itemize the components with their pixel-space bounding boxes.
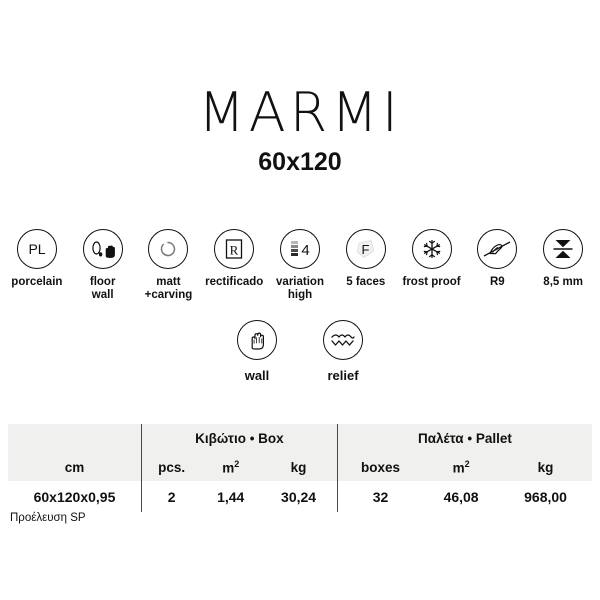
feature-label: matt +carving [144, 276, 193, 302]
relief-icon [323, 320, 363, 361]
table-column-header-row: cm pcs. m2 kg boxes m2 kg [8, 453, 592, 481]
feature-icon-row-primary: PL porcelain floor wall matt +carving [0, 229, 600, 302]
origin-note: Προέλευση SP [10, 512, 86, 524]
table-head: Κιβώτιο • Box Παλέτα • Pallet cm pcs. m2… [8, 424, 592, 481]
feature-slip-rating[interactable]: R9 [464, 229, 530, 289]
column-header-pallet-kg: kg [499, 453, 592, 481]
variation-icon: 4 [280, 229, 320, 269]
feature-label: floor wall [89, 276, 116, 302]
svg-text:PL: PL [28, 241, 45, 257]
column-header-cm: cm [8, 453, 142, 481]
cell-box-pcs: 2 [141, 481, 202, 512]
cell-box-kg: 30,24 [260, 481, 338, 512]
rectified-icon: R [214, 229, 255, 269]
feature-wall[interactable]: wall [214, 320, 300, 384]
feature-label: 8,5 mm [543, 276, 583, 288]
specifications-table: Κιβώτιο • Box Παλέτα • Pallet cm pcs. m2… [8, 424, 592, 512]
table-group-header-row: Κιβώτιο • Box Παλέτα • Pallet [8, 424, 592, 453]
feature-label: 5 faces [346, 276, 386, 288]
svg-text:4: 4 [301, 242, 309, 259]
feature-label: variation high [276, 276, 324, 302]
title-block: MARMI 60x120 [0, 0, 600, 175]
feature-icon-row-secondary: wall relief [0, 320, 600, 384]
table-body: 60x120x0,95 2 1,44 30,24 32 46,08 968,00 [8, 481, 592, 512]
cell-pallet-kg: 968,00 [499, 481, 592, 512]
feature-rectified[interactable]: R rectificado [201, 229, 267, 289]
porcelain-icon: PL [16, 229, 57, 269]
page-title: MARMI [198, 81, 402, 144]
matt-carving-icon [148, 229, 189, 269]
product-size: 60x120 [258, 148, 342, 176]
feature-frost-proof[interactable]: frost proof [399, 229, 465, 289]
column-header-pallet-boxes: boxes [336, 453, 424, 481]
table-row: 60x120x0,95 2 1,44 30,24 32 46,08 968,00 [8, 481, 592, 512]
floor-wall-icon [82, 229, 123, 269]
cell-pallet-boxes: 32 [336, 481, 424, 512]
frost-proof-icon [411, 229, 452, 269]
thickness-icon [543, 229, 584, 269]
slip-rating-icon [477, 229, 518, 269]
feature-label: relief [327, 368, 359, 384]
feature-thickness[interactable]: 8,5 mm [530, 229, 596, 289]
feature-relief[interactable]: relief [300, 320, 386, 384]
cell-box-m2: 1,44 [201, 481, 261, 512]
cell-cm: 60x120x0,95 [8, 481, 142, 512]
column-header-box-pcs: pcs. [141, 453, 202, 481]
feature-label: wall [244, 368, 270, 384]
group-header-cm [8, 424, 142, 453]
group-header-box: Κιβώτιο • Box [141, 424, 338, 453]
svg-text:R: R [230, 243, 239, 258]
column-header-pallet-m2: m2 [423, 453, 500, 481]
cell-pallet-m2: 46,08 [423, 481, 500, 512]
feature-label: frost proof [402, 276, 461, 288]
group-header-pallet: Παλέτα • Pallet [336, 424, 592, 453]
feature-label: R9 [489, 276, 505, 288]
feature-faces[interactable]: F 5 faces [333, 229, 399, 289]
feature-label: rectificado [205, 276, 264, 288]
spec-table: Κιβώτιο • Box Παλέτα • Pallet cm pcs. m2… [8, 424, 592, 512]
column-header-box-kg: kg [260, 453, 338, 481]
faces-icon: F [345, 229, 386, 269]
svg-text:F: F [361, 242, 369, 257]
feature-label: porcelain [11, 276, 63, 288]
wall-icon [237, 320, 277, 361]
feature-floor-wall[interactable]: floor wall [70, 229, 136, 302]
feature-variation[interactable]: 4 variation high [267, 229, 333, 302]
column-header-box-m2: m2 [201, 453, 261, 481]
feature-porcelain[interactable]: PL porcelain [4, 229, 70, 289]
feature-matt-carving[interactable]: matt +carving [136, 229, 202, 302]
